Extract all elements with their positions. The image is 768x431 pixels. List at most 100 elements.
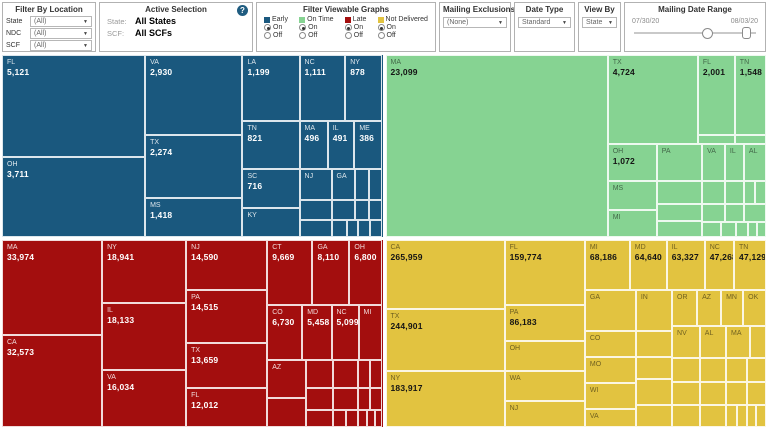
- help-icon[interactable]: ?: [237, 5, 248, 16]
- treemap-cell-az[interactable]: AZ: [697, 290, 722, 326]
- treemap-cell-va[interactable]: VA 2,930: [145, 55, 243, 136]
- treemap-cell[interactable]: [672, 404, 700, 427]
- treemap-cell[interactable]: [299, 219, 332, 237]
- treemap-cell-oh[interactable]: OH 1,072: [607, 144, 657, 181]
- treemap-cell[interactable]: [756, 404, 766, 427]
- treemap-cell-fl[interactable]: FL 2,001: [697, 55, 735, 136]
- treemap-cell[interactable]: [369, 387, 383, 411]
- treemap-cell[interactable]: [699, 404, 726, 427]
- treemap-cell[interactable]: [333, 387, 358, 411]
- treemap-cell-ca[interactable]: CA 32,573: [2, 335, 103, 427]
- treemap-cell-in[interactable]: IN: [635, 290, 672, 331]
- treemap-cell-va[interactable]: VA: [584, 409, 636, 427]
- ndc-dropdown[interactable]: (All) ▼: [30, 28, 92, 39]
- radio-on-late[interactable]: On: [344, 24, 367, 31]
- treemap-cell[interactable]: [635, 379, 672, 406]
- radio-icon[interactable]: [344, 24, 352, 31]
- date-type-dropdown[interactable]: Standard ▼: [518, 17, 571, 28]
- treemap-cell-tx[interactable]: TX 2,274: [145, 135, 243, 198]
- treemap-cell-pa[interactable]: PA 14,515: [186, 290, 268, 343]
- treemap-cell[interactable]: [305, 410, 334, 427]
- treemap-cell[interactable]: [333, 410, 347, 427]
- radio-on-not-delivered[interactable]: On: [377, 24, 428, 31]
- treemap-cell-al[interactable]: AL: [699, 326, 726, 358]
- treemap-cell-ny[interactable]: NY 18,941: [102, 240, 187, 303]
- treemap-cell-me[interactable]: ME 386: [354, 120, 383, 169]
- treemap-cell-al[interactable]: AL: [743, 144, 766, 181]
- treemap-cell[interactable]: [726, 382, 747, 405]
- treemap-cell[interactable]: [369, 359, 383, 388]
- treemap-cell-nc[interactable]: NC 5,099: [331, 304, 359, 360]
- treemap-cell[interactable]: [672, 357, 700, 383]
- treemap-cell-or[interactable]: OR: [672, 290, 698, 326]
- treemap-cell-tx[interactable]: TX 4,724: [607, 55, 698, 145]
- treemap-cell[interactable]: [635, 405, 672, 427]
- treemap-cell-wi[interactable]: WI: [584, 383, 636, 410]
- treemap-cell-nj[interactable]: NJ 14,590: [186, 240, 268, 291]
- treemap-cell[interactable]: [726, 357, 747, 383]
- date-range-slider[interactable]: [634, 26, 756, 40]
- treemap-cell-ga[interactable]: GA: [584, 290, 636, 331]
- treemap-cell-mn[interactable]: MN: [721, 290, 744, 326]
- radio-icon[interactable]: [264, 32, 271, 39]
- treemap-cell-ma[interactable]: MA 33,974: [2, 240, 103, 336]
- treemap-cell[interactable]: [724, 180, 744, 205]
- treemap-cell-mi[interactable]: MI 68,186: [584, 240, 630, 291]
- treemap-cell-tx[interactable]: TX 13,659: [186, 342, 268, 388]
- treemap-cell[interactable]: [702, 180, 725, 205]
- treemap-cell[interactable]: [656, 220, 703, 237]
- treemap-cell-wa[interactable]: WA: [504, 370, 585, 401]
- slider-handle-start[interactable]: [702, 28, 714, 39]
- radio-icon[interactable]: [299, 32, 307, 39]
- treemap-cell-nv[interactable]: NV: [672, 326, 700, 358]
- treemap-cell[interactable]: [656, 180, 703, 205]
- treemap-cell-co[interactable]: CO: [584, 330, 636, 357]
- treemap-cell[interactable]: [743, 204, 766, 223]
- treemap-cell[interactable]: [721, 222, 737, 237]
- treemap-cell-ma[interactable]: MA: [726, 326, 751, 358]
- treemap-cell-il[interactable]: IL: [724, 144, 744, 181]
- radio-icon[interactable]: [344, 32, 352, 39]
- treemap-cell-ms[interactable]: MS: [607, 180, 657, 210]
- treemap-cell[interactable]: [358, 219, 371, 237]
- treemap-cell-pa[interactable]: PA 86,183: [504, 305, 585, 341]
- radio-off-on-time[interactable]: Off: [299, 32, 333, 39]
- radio-icon[interactable]: [299, 24, 307, 31]
- treemap-cell[interactable]: [736, 222, 748, 237]
- radio-icon[interactable]: [264, 24, 271, 31]
- treemap-cell[interactable]: [746, 382, 766, 405]
- treemap-cell-ct[interactable]: CT 9,669: [267, 240, 313, 305]
- treemap-cell[interactable]: [333, 359, 358, 388]
- radio-icon[interactable]: [377, 24, 385, 31]
- treemap-cell-nj[interactable]: NJ: [504, 400, 585, 427]
- treemap-cell-ok[interactable]: OK: [743, 290, 766, 326]
- treemap-cell-md[interactable]: MD 5,458: [302, 304, 332, 360]
- treemap-cell[interactable]: [299, 199, 332, 220]
- treemap-cell[interactable]: [755, 180, 766, 205]
- treemap-cell-mi[interactable]: MI: [607, 209, 657, 237]
- treemap-cell-la[interactable]: LA 1,199: [242, 55, 300, 121]
- treemap-cell-il[interactable]: IL 63,327: [666, 240, 705, 291]
- treemap-cell-ga[interactable]: GA 8,110: [312, 240, 350, 305]
- treemap-cell-az[interactable]: AZ: [267, 359, 306, 398]
- treemap-cell-oh[interactable]: OH: [504, 340, 585, 371]
- view-by-dropdown[interactable]: State ▼: [582, 17, 617, 28]
- treemap-cell[interactable]: [305, 359, 334, 388]
- treemap-cell-ma[interactable]: MA 23,099: [385, 55, 608, 237]
- treemap-cell-pa[interactable]: PA: [656, 144, 703, 181]
- treemap-cell-oh[interactable]: OH 3,711: [2, 156, 146, 237]
- treemap-cell[interactable]: [357, 387, 370, 411]
- treemap-cell[interactable]: [368, 168, 383, 200]
- mailing-exclusions-dropdown[interactable]: (None) ▼: [443, 17, 507, 28]
- treemap-cell-md[interactable]: MD 64,640: [629, 240, 667, 291]
- treemap-cell[interactable]: [699, 357, 726, 383]
- treemap-cell[interactable]: [702, 204, 725, 223]
- treemap-cell-ga[interactable]: GA: [331, 168, 356, 200]
- treemap-cell[interactable]: [724, 204, 744, 223]
- treemap-cell-ky[interactable]: KY: [242, 207, 300, 237]
- treemap-cell-ny[interactable]: NY 878: [345, 55, 383, 121]
- treemap-cell-oh[interactable]: OH 6,800: [349, 240, 383, 305]
- radio-on-early[interactable]: On: [264, 24, 288, 31]
- treemap-cell-tn[interactable]: TN 821: [242, 120, 300, 169]
